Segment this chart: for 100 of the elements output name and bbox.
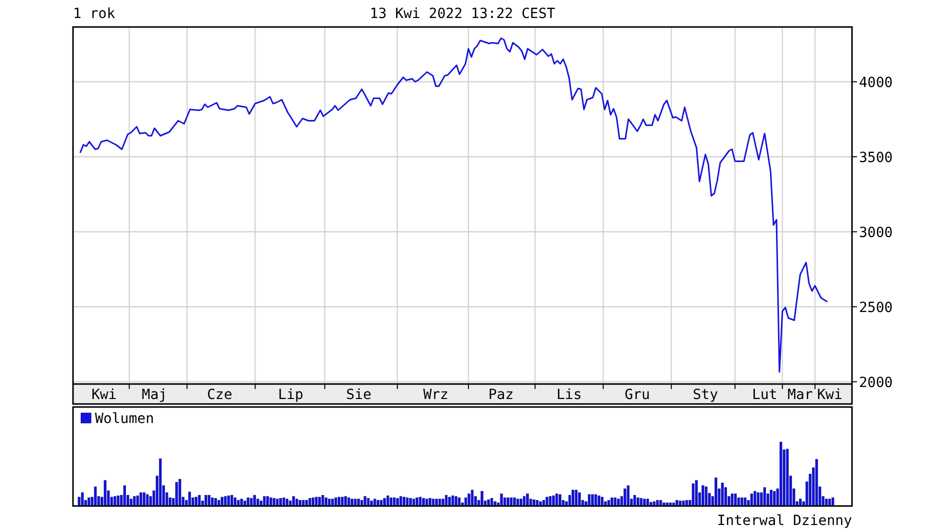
bar bbox=[574, 490, 578, 506]
bar bbox=[468, 494, 470, 506]
bar bbox=[744, 498, 746, 506]
bar bbox=[607, 500, 610, 506]
bar bbox=[198, 494, 201, 506]
bar bbox=[610, 498, 614, 506]
bar bbox=[81, 492, 84, 506]
bar bbox=[146, 494, 149, 506]
bar bbox=[341, 496, 344, 506]
bar bbox=[458, 498, 461, 506]
bar bbox=[286, 498, 288, 506]
bar bbox=[633, 494, 636, 506]
bar bbox=[292, 496, 295, 506]
bar bbox=[418, 496, 422, 506]
bar bbox=[350, 498, 354, 506]
bar bbox=[682, 500, 685, 506]
bar bbox=[526, 494, 529, 506]
bar bbox=[354, 498, 357, 506]
x-tick-label: Sie bbox=[346, 387, 372, 403]
bar bbox=[435, 498, 438, 506]
x-tick-label: Kwi bbox=[91, 387, 117, 403]
bar bbox=[428, 498, 432, 506]
bar bbox=[240, 498, 243, 506]
bar bbox=[373, 498, 376, 506]
bar bbox=[522, 496, 526, 506]
bar bbox=[178, 478, 182, 506]
bar bbox=[636, 498, 640, 506]
bar bbox=[376, 500, 380, 506]
bar bbox=[370, 500, 373, 506]
bar bbox=[444, 494, 448, 506]
bar bbox=[730, 494, 734, 506]
bar bbox=[133, 496, 136, 506]
bar bbox=[442, 498, 444, 506]
bar bbox=[416, 498, 418, 506]
x-tick-label: Gru bbox=[624, 387, 650, 403]
bar bbox=[828, 498, 831, 506]
bar bbox=[399, 496, 402, 506]
bar bbox=[136, 496, 139, 506]
bar bbox=[104, 480, 106, 506]
bar bbox=[825, 498, 828, 506]
bar bbox=[220, 496, 224, 506]
x-tick-label: Lis bbox=[556, 387, 582, 403]
bar bbox=[302, 500, 305, 506]
x-tick-label: Sty bbox=[692, 387, 718, 403]
bar bbox=[328, 498, 331, 506]
bar bbox=[318, 496, 321, 506]
bar bbox=[348, 498, 350, 506]
legend-label: Wolumen bbox=[95, 411, 154, 427]
bar bbox=[617, 498, 620, 506]
bar bbox=[756, 492, 760, 506]
bar bbox=[315, 496, 318, 506]
bar bbox=[130, 498, 132, 506]
bar bbox=[626, 485, 630, 506]
bar bbox=[532, 499, 536, 506]
bar bbox=[140, 492, 142, 506]
bar bbox=[470, 490, 474, 506]
bar bbox=[396, 498, 399, 506]
bar bbox=[298, 500, 302, 506]
bar bbox=[832, 498, 834, 506]
bar bbox=[704, 486, 708, 506]
bar bbox=[322, 494, 324, 506]
bar bbox=[506, 498, 510, 506]
bar bbox=[640, 498, 642, 506]
bar bbox=[256, 498, 260, 506]
x-tick-label: Lip bbox=[278, 387, 304, 403]
bar bbox=[334, 498, 338, 506]
bar bbox=[116, 496, 120, 506]
bar bbox=[451, 496, 454, 506]
x-tick-label: Maj bbox=[142, 387, 168, 403]
bar bbox=[246, 498, 250, 506]
bar bbox=[227, 496, 230, 506]
bar bbox=[438, 498, 442, 506]
bar bbox=[464, 498, 468, 506]
bar bbox=[763, 487, 766, 506]
bar bbox=[548, 496, 552, 506]
bar bbox=[740, 498, 744, 506]
bar bbox=[142, 492, 146, 506]
bar bbox=[770, 490, 772, 506]
bar bbox=[516, 498, 520, 506]
bar bbox=[305, 500, 308, 506]
bar bbox=[88, 498, 90, 506]
bar bbox=[646, 498, 649, 506]
bar bbox=[503, 498, 506, 506]
bar bbox=[552, 496, 555, 506]
bar bbox=[487, 499, 490, 506]
bar bbox=[390, 498, 392, 506]
bar bbox=[572, 490, 574, 506]
bar bbox=[402, 496, 406, 506]
bar bbox=[270, 498, 272, 506]
bar bbox=[188, 492, 191, 506]
bar bbox=[480, 491, 484, 506]
bar bbox=[308, 498, 312, 506]
bar bbox=[279, 498, 282, 506]
bar bbox=[676, 500, 678, 506]
bar bbox=[546, 496, 548, 506]
x-tick-label: Mar bbox=[788, 387, 813, 403]
bar bbox=[695, 480, 698, 506]
bar bbox=[513, 498, 516, 506]
x-tick-label: Lut bbox=[752, 387, 778, 403]
bar bbox=[591, 494, 594, 506]
